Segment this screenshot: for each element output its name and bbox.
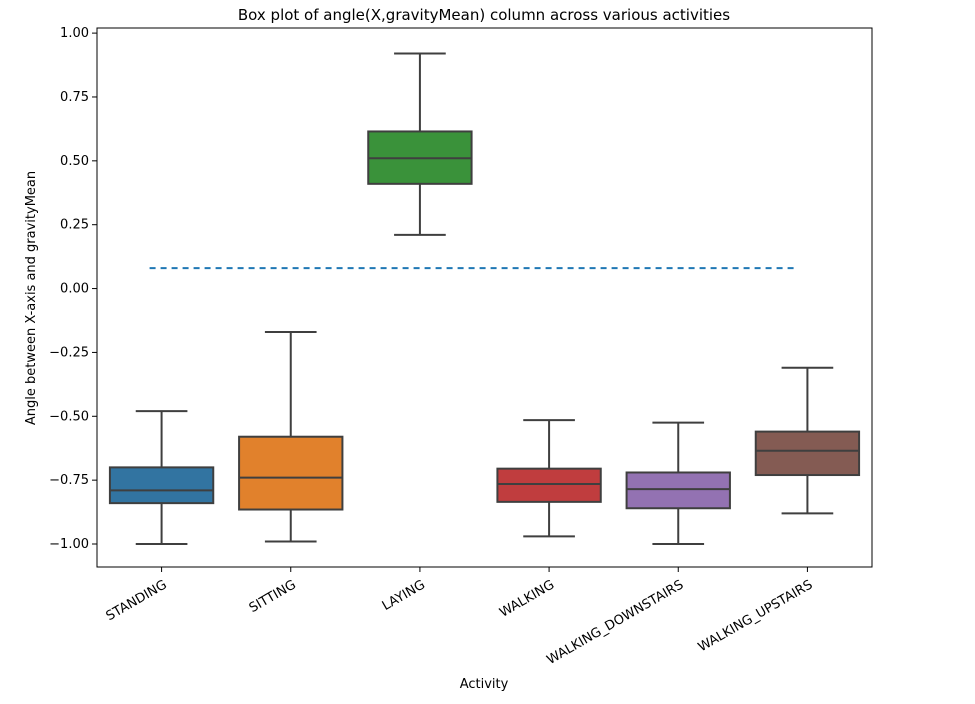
y-tick-label: −0.75 bbox=[49, 473, 89, 488]
box bbox=[625, 471, 731, 510]
box bbox=[108, 466, 215, 505]
box bbox=[238, 435, 344, 511]
y-tick-label: −0.50 bbox=[49, 409, 89, 424]
y-tick-label: 0.50 bbox=[60, 154, 89, 169]
plot-frame bbox=[96, 27, 873, 568]
x-tick-label: WALKING bbox=[497, 577, 557, 620]
x-tick-label: WALKING_DOWNSTAIRS bbox=[545, 577, 687, 667]
y-axis-label: Angle between X-axis and gravityMean bbox=[24, 171, 39, 425]
x-axis-label: Activity bbox=[460, 677, 509, 692]
y-tick-label: 1.00 bbox=[60, 26, 89, 41]
plot-area: −1.00 −0.75 −0.50 −0.25 0.00 0.25 0.50 0.75 1.00… bbox=[49, 26, 873, 668]
box bbox=[496, 467, 602, 503]
y-tick-label: 0.00 bbox=[60, 282, 89, 297]
box bbox=[754, 430, 861, 477]
x-tick-label: STANDING bbox=[104, 577, 170, 624]
y-tick-label: −0.25 bbox=[49, 345, 89, 360]
y-tick-label: 0.25 bbox=[60, 218, 89, 233]
x-tick-label: WALKING_UPSTAIRS bbox=[696, 577, 816, 655]
chart-title: Box plot of angle(X,gravityMean) column … bbox=[238, 6, 730, 24]
x-tick-label: SITTING bbox=[247, 577, 299, 616]
y-tick-label: 0.75 bbox=[60, 90, 89, 105]
x-tick-label: LAYING bbox=[380, 577, 428, 613]
y-tick-label: −1.00 bbox=[49, 537, 89, 552]
